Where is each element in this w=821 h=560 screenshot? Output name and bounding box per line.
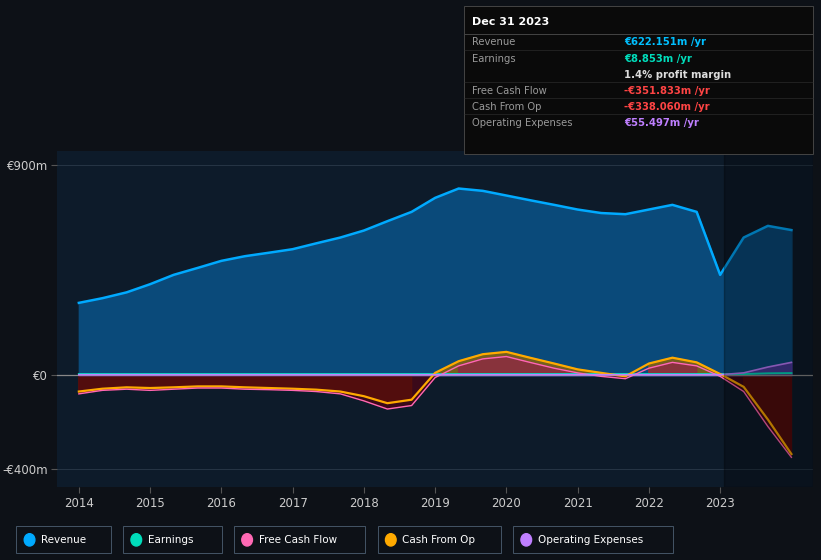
Text: €55.497m /yr: €55.497m /yr (624, 118, 699, 128)
Text: Revenue: Revenue (472, 38, 516, 48)
Text: Cash From Op: Cash From Op (472, 102, 542, 112)
Bar (724, 151, 813, 487)
Text: Revenue: Revenue (41, 535, 86, 545)
Text: Earnings: Earnings (472, 54, 516, 63)
Text: Free Cash Flow: Free Cash Flow (259, 535, 337, 545)
Text: €8.853m /yr: €8.853m /yr (624, 54, 692, 63)
Text: €622.151m /yr: €622.151m /yr (624, 38, 706, 48)
Text: Cash From Op: Cash From Op (402, 535, 475, 545)
Text: Dec 31 2023: Dec 31 2023 (472, 17, 549, 27)
Text: -€351.833m /yr: -€351.833m /yr (624, 86, 710, 96)
Text: 1.4% profit margin: 1.4% profit margin (624, 69, 732, 80)
Text: Operating Expenses: Operating Expenses (472, 118, 572, 128)
Text: Operating Expenses: Operating Expenses (538, 535, 643, 545)
Text: -€338.060m /yr: -€338.060m /yr (624, 102, 710, 112)
Text: Free Cash Flow: Free Cash Flow (472, 86, 547, 96)
Text: Earnings: Earnings (148, 535, 193, 545)
